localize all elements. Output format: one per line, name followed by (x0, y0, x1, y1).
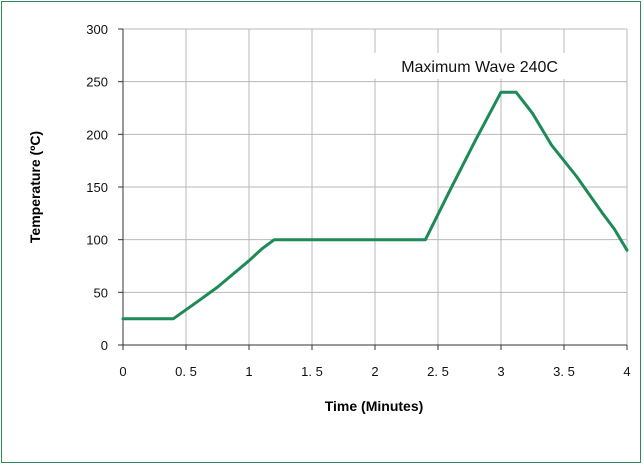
tick-labels: 0 0. 5 1 1. 5 2 2. 5 3 3. 5 4 0 50 100 150 200 250 300 (86, 22, 630, 379)
y-tick-label: 250 (86, 75, 108, 90)
x-tick-label: 1 (245, 364, 252, 379)
y-tick-label: 300 (86, 22, 108, 37)
y-tick-label: 200 (86, 127, 108, 142)
y-tick-label: 150 (86, 180, 108, 195)
x-tick-label: 2 (371, 364, 378, 379)
x-tick-label: 4 (623, 364, 630, 379)
annotation-box (368, 52, 591, 79)
x-axis-title: Time (Minutes) (325, 398, 424, 414)
series-layer (121, 90, 629, 321)
x-tick-label: 2. 5 (427, 364, 449, 379)
y-axis-title: Temperature (ºC) (27, 131, 43, 243)
y-tick-label: 0 (101, 338, 108, 353)
annotation-layer: Maximum Wave 240C (368, 52, 591, 79)
x-tick-label: 0 (119, 364, 126, 379)
temperature-series-line (121, 90, 629, 321)
x-tick-label: 3 (497, 364, 504, 379)
x-tick-label: 3. 5 (553, 364, 575, 379)
y-tick-label: 50 (94, 285, 108, 300)
annotation-label: Maximum Wave 240C (401, 59, 558, 76)
y-tick-label: 100 (86, 233, 108, 248)
x-tick-label: 0. 5 (175, 364, 197, 379)
axes-layer (118, 28, 628, 350)
x-tick-label: 1. 5 (301, 364, 323, 379)
